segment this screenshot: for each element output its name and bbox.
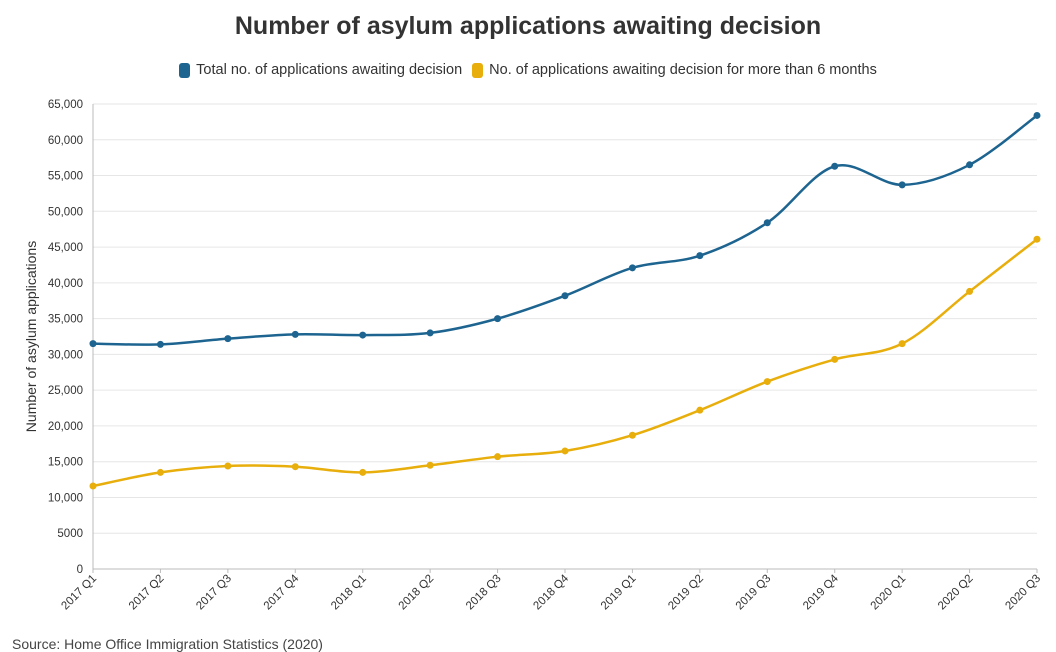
data-point-over-6-months[interactable] — [898, 340, 906, 348]
data-point-total[interactable] — [494, 315, 502, 323]
legend-label-total: Total no. of applications awaiting decis… — [196, 62, 463, 78]
y-tick-label: 55,000 — [48, 171, 83, 183]
y-tick-label: 40,000 — [48, 278, 83, 290]
y-tick-label: 0 — [77, 564, 83, 576]
data-point-over-6-months[interactable] — [763, 378, 771, 386]
data-point-total[interactable] — [224, 335, 232, 343]
x-tick-label: 2017 Q1 — [59, 573, 99, 613]
legend-label-over-6-months: No. of applications awaiting decision fo… — [489, 62, 877, 78]
data-point-over-6-months[interactable] — [359, 468, 367, 476]
y-tick-label: 50,000 — [48, 206, 83, 218]
data-point-total[interactable] — [359, 331, 367, 339]
x-tick-label: 2017 Q4 — [262, 572, 302, 612]
data-point-total[interactable] — [898, 181, 906, 189]
legend-item-over-6-months[interactable]: No. of applications awaiting decision fo… — [472, 62, 877, 78]
x-tick-label: 2019 Q2 — [666, 573, 706, 613]
chart-title: Number of asylum applications awaiting d… — [234, 12, 822, 40]
y-tick-label: 35,000 — [48, 314, 83, 326]
y-tick-label: 15,000 — [48, 457, 83, 469]
data-point-over-6-months[interactable] — [831, 355, 839, 363]
y-tick-label: 20,000 — [48, 421, 83, 433]
x-tick-label: 2020 Q3 — [1003, 573, 1043, 613]
y-tick-label: 10,000 — [48, 492, 83, 504]
x-tick-label: 2020 Q1 — [869, 573, 909, 613]
data-point-total[interactable] — [89, 340, 97, 348]
x-tick-label: 2018 Q1 — [329, 573, 369, 613]
y-tick-label: 60,000 — [48, 135, 83, 147]
data-point-over-6-months[interactable] — [224, 462, 232, 470]
legend-swatch-total — [179, 62, 191, 78]
x-tick-label: 2018 Q2 — [397, 573, 437, 613]
legend-swatch-over-6-months — [472, 62, 484, 78]
data-point-over-6-months[interactable] — [696, 406, 704, 414]
data-point-total[interactable] — [628, 264, 636, 272]
data-point-over-6-months[interactable] — [426, 461, 434, 469]
data-point-total[interactable] — [763, 219, 771, 227]
data-point-total[interactable] — [966, 161, 974, 169]
y-axis-label: Number of asylum applications — [23, 241, 39, 432]
x-tick-label: 2019 Q1 — [599, 573, 639, 613]
data-point-total[interactable] — [156, 340, 164, 348]
x-tick-label: 2018 Q4 — [531, 572, 571, 612]
data-point-over-6-months[interactable] — [966, 287, 974, 295]
data-point-over-6-months[interactable] — [561, 447, 569, 455]
y-tick-label: 65,000 — [48, 99, 83, 111]
source-note: Source: Home Office Immigration Statisti… — [12, 636, 323, 652]
y-tick-label: 45,000 — [48, 242, 83, 254]
data-point-total[interactable] — [696, 252, 704, 260]
y-tick-label: 25,000 — [48, 385, 83, 397]
data-point-over-6-months[interactable] — [494, 453, 502, 461]
y-tick-label: 30,000 — [48, 349, 83, 361]
data-point-over-6-months[interactable] — [628, 431, 636, 439]
data-point-total[interactable] — [831, 162, 839, 170]
y-tick-label: 5000 — [57, 528, 83, 540]
x-tick-label: 2017 Q3 — [194, 573, 234, 613]
x-tick-label: 2019 Q3 — [734, 573, 774, 613]
data-point-over-6-months[interactable] — [89, 482, 97, 490]
data-point-total[interactable] — [426, 329, 434, 337]
data-point-total[interactable] — [561, 292, 569, 300]
data-point-over-6-months[interactable] — [291, 463, 299, 471]
x-tick-label: 2017 Q2 — [127, 573, 167, 613]
series-line-total — [91, 114, 1039, 346]
data-point-over-6-months[interactable] — [1033, 235, 1041, 243]
x-tick-label: 2020 Q2 — [936, 573, 976, 613]
legend: Total no. of applications awaiting decis… — [0, 62, 1056, 78]
data-point-over-6-months[interactable] — [156, 468, 164, 476]
data-point-total[interactable] — [291, 330, 299, 338]
x-tick-label: 2018 Q3 — [464, 573, 504, 613]
legend-item-total[interactable]: Total no. of applications awaiting decis… — [179, 62, 462, 78]
data-point-total[interactable] — [1033, 111, 1041, 119]
x-tick-label: 2019 Q4 — [801, 572, 841, 612]
